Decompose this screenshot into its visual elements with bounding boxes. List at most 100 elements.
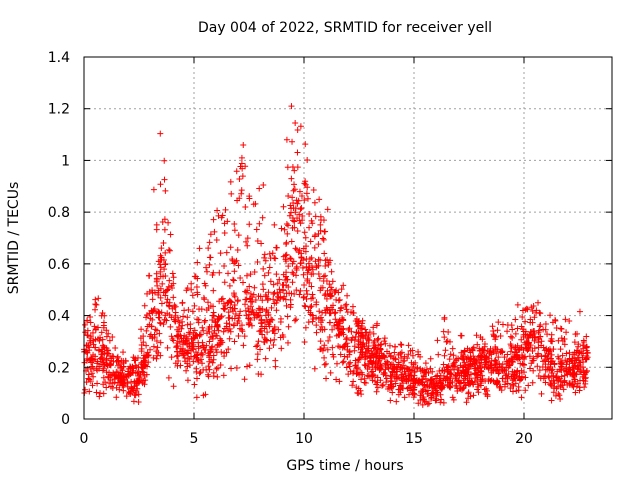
data-point [240, 141, 247, 148]
data-point [107, 361, 114, 368]
data-point [231, 292, 238, 299]
data-point [322, 272, 329, 279]
data-point [383, 348, 390, 355]
data-point [383, 375, 390, 382]
data-point [537, 322, 544, 329]
data-point [496, 363, 503, 370]
axis-ticks: 0 0.2 0.4 0.6 0.8 1 1.2 1.4 0 5 10 15 20 [48, 50, 612, 447]
data-point [184, 360, 191, 367]
data-point [143, 371, 150, 378]
data-point [176, 338, 183, 345]
data-point [205, 299, 212, 306]
data-point [440, 328, 447, 335]
data-point [210, 216, 217, 223]
data-point [317, 221, 324, 228]
data-point [284, 164, 291, 171]
data-point [219, 212, 226, 219]
data-point [490, 349, 497, 356]
data-point [378, 350, 385, 357]
data-point [406, 366, 413, 373]
data-point [139, 368, 146, 375]
data-point [183, 367, 190, 374]
data-point [374, 384, 381, 391]
data-point [380, 369, 387, 376]
data-point [534, 363, 541, 370]
data-point [303, 287, 310, 294]
data-point [251, 311, 258, 318]
data-point [557, 395, 564, 402]
data-point [474, 386, 481, 393]
data-point [428, 395, 435, 402]
data-point [535, 299, 542, 306]
data-point [153, 337, 160, 344]
data-point [495, 354, 502, 361]
data-point [87, 314, 94, 321]
data-point [383, 379, 390, 386]
data-point [461, 359, 468, 366]
data-point [489, 347, 496, 354]
data-point [229, 315, 236, 322]
data-point [261, 251, 268, 258]
data-point [100, 390, 107, 397]
data-point [548, 359, 555, 366]
data-point [90, 373, 97, 380]
x-tick-label: 20 [515, 431, 533, 447]
data-point [103, 384, 110, 391]
data-point [157, 181, 164, 188]
data-point [150, 343, 157, 350]
data-point [397, 350, 404, 357]
data-point [243, 238, 250, 245]
data-point [116, 361, 123, 368]
data-point [134, 370, 141, 377]
data-point [490, 367, 497, 374]
data-point [335, 318, 342, 325]
data-point [426, 381, 433, 388]
data-point [333, 296, 340, 303]
data-point [143, 314, 150, 321]
data-point [109, 334, 116, 341]
data-point [305, 307, 312, 314]
data-point [291, 218, 298, 225]
data-point [241, 333, 248, 340]
data-point [508, 322, 515, 329]
data-point [207, 231, 214, 238]
data-point [231, 227, 238, 234]
data-point [324, 206, 331, 213]
data-point [343, 334, 350, 341]
data-point [298, 193, 305, 200]
data-point [155, 308, 162, 315]
data-point [331, 310, 338, 317]
data-point [372, 360, 379, 367]
data-point [345, 360, 352, 367]
data-point [157, 130, 164, 137]
data-point [258, 316, 265, 323]
data-point [253, 226, 260, 233]
data-point [204, 330, 210, 337]
data-point [307, 238, 314, 245]
data-point [509, 358, 516, 365]
data-point [478, 359, 485, 366]
data-point [165, 246, 172, 253]
data-point [540, 375, 547, 382]
data-point [98, 329, 105, 336]
data-point [236, 318, 243, 325]
data-point [379, 382, 386, 389]
data-point [384, 361, 391, 368]
data-point [339, 359, 346, 366]
data-point [270, 281, 277, 288]
data-point [321, 292, 328, 299]
data-point [191, 302, 198, 309]
data-point [87, 319, 94, 326]
data-point [221, 325, 228, 332]
data-point [130, 387, 137, 394]
data-point [193, 375, 200, 382]
data-point [311, 233, 318, 240]
data-point [175, 357, 182, 364]
data-point [333, 332, 340, 339]
data-point [311, 244, 318, 251]
data-point [517, 360, 524, 367]
data-point [165, 283, 172, 290]
data-point [265, 289, 272, 296]
data-point [270, 342, 277, 349]
data-point [310, 187, 317, 194]
